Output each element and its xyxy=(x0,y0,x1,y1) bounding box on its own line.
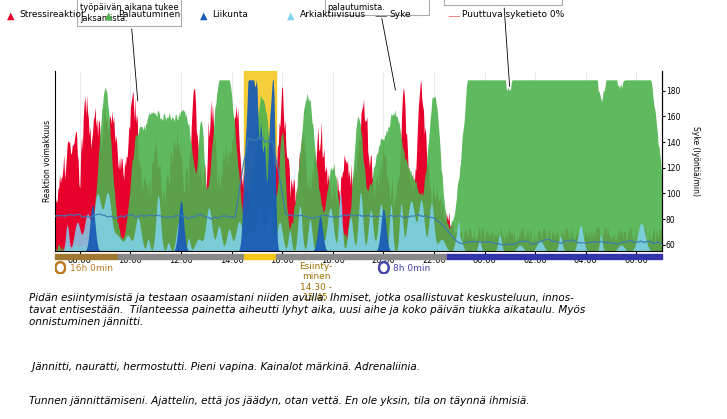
Text: 8h 0min: 8h 0min xyxy=(393,264,430,273)
Bar xyxy=(244,254,276,259)
Text: Tunnen jännittämiseni. Ajattelin, että jos jäädyn, otan vettä. En ole yksin, til: Tunnen jännittämiseni. Ajattelin, että j… xyxy=(29,396,529,406)
Text: ▲: ▲ xyxy=(200,10,207,21)
Text: —: — xyxy=(447,10,459,23)
Text: Liikunta: Liikunta xyxy=(212,10,248,19)
Text: Arkiaktiivisuus: Arkiaktiivisuus xyxy=(300,10,366,19)
Text: Työskentely ennen
nukkumaanmenoa voi
heikentää unenaikaista
palautumista.: Työskentely ennen nukkumaanmenoa voi hei… xyxy=(328,0,426,90)
Bar xyxy=(55,254,118,259)
Text: Syke: Syke xyxy=(389,10,411,19)
Text: Palautuminen: Palautuminen xyxy=(118,10,180,19)
Y-axis label: Syke (lyöntiä/min): Syke (lyöntiä/min) xyxy=(691,126,700,197)
Text: Unijakso oli riittävän
pitkä, mutta palautuminen
oli vain kohtalaista.: Unijakso oli riittävän pitkä, mutta pala… xyxy=(446,0,559,86)
Text: ▲: ▲ xyxy=(7,10,15,21)
Text: Esiinty-
minen
14.30 -
15.45: Esiinty- minen 14.30 - 15.45 xyxy=(300,262,333,302)
Text: 16h 0min: 16h 0min xyxy=(70,264,113,273)
Y-axis label: Reaktion voimakkuus: Reaktion voimakkuus xyxy=(43,120,52,202)
Text: ▲: ▲ xyxy=(105,10,113,21)
Text: ▲: ▲ xyxy=(287,10,294,21)
Bar xyxy=(446,254,662,259)
Bar xyxy=(244,71,276,251)
Text: Jännitti, nauratti, hermostutti. Pieni vapina. Kainalot märkinä. Adrenaliinia.: Jännitti, nauratti, hermostutti. Pieni v… xyxy=(29,362,420,372)
Bar xyxy=(276,254,446,259)
Bar xyxy=(118,254,244,259)
Text: Pidän esiintymisistä ja testaan osaamistani niiden avulla. Ihmiset, jotka osalli: Pidän esiintymisistä ja testaan osaamist… xyxy=(29,293,585,326)
Text: —: — xyxy=(374,10,387,23)
Text: Valveillaoloajan
palauttavin 15min.
Palautuminen
työpäivän aikana tukee
jaksamis: Valveillaoloajan palauttavin 15min. Pala… xyxy=(80,0,178,101)
Text: Stressireaktiot: Stressireaktiot xyxy=(20,10,85,19)
Text: Puuttuva syketieto 0%: Puuttuva syketieto 0% xyxy=(462,10,564,19)
